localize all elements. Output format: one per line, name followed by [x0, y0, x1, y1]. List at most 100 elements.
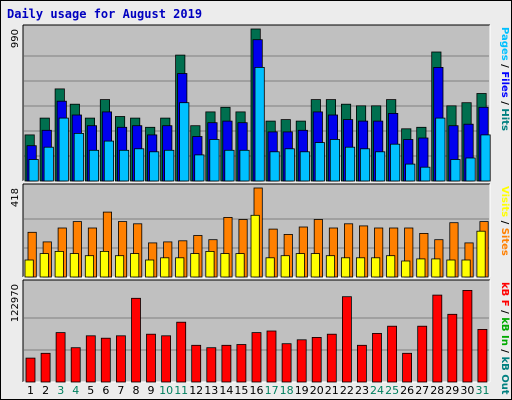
bar-pages: [375, 151, 386, 182]
bar-visits: [250, 214, 260, 278]
x-tick-label: 12: [189, 384, 203, 397]
bar-visits: [310, 253, 320, 278]
bar-visits: [295, 253, 305, 278]
bar-kb-f: [311, 336, 322, 383]
x-tick-label: 28: [430, 384, 444, 397]
chart-title: Daily usage for August 2019: [7, 7, 203, 21]
x-tick-label: 5: [87, 384, 94, 397]
bar-visits: [84, 255, 95, 278]
x-tick-label: 3: [57, 384, 64, 397]
bar-visits: [54, 250, 64, 278]
bar-kb-f: [55, 332, 66, 383]
bar-visits: [265, 257, 275, 278]
x-tick-label: 10: [159, 384, 173, 397]
bar-kb-f: [161, 335, 172, 383]
x-tick-label: 4: [72, 384, 79, 397]
bar-pages: [480, 134, 491, 182]
bar-visits: [115, 255, 125, 278]
bar-kb-f: [206, 347, 217, 383]
bar-visits: [325, 255, 335, 278]
series-legend-label: Pages / Files / Hits: [499, 27, 510, 131]
x-tick-label: 18: [280, 384, 294, 397]
x-tick-label: 17: [265, 384, 279, 397]
bar-kb-f: [146, 333, 156, 383]
bar-visits: [461, 259, 471, 278]
bar-visits: [431, 258, 441, 278]
bar-pages: [179, 102, 190, 182]
bar-pages: [103, 140, 115, 182]
x-tick-label: 24: [370, 384, 384, 397]
bar-pages: [405, 163, 416, 182]
bar-kb-f: [417, 325, 428, 383]
x-tick-label: 20: [310, 384, 324, 397]
x-tick-label: 1: [27, 384, 34, 397]
bar-visits: [416, 258, 426, 278]
bar-kb-f: [387, 325, 398, 383]
x-tick-label: 22: [340, 384, 354, 397]
y-max-label: 990: [10, 29, 21, 48]
x-tick-label: 9: [148, 384, 155, 397]
series-legend-label: kB F / kB In / kB Out: [499, 282, 510, 395]
legend-entry: kB Out: [499, 356, 510, 394]
x-tick-label: 7: [117, 384, 124, 397]
legend-entry: /: [499, 98, 510, 109]
bar-kb-f: [266, 330, 277, 383]
legend-entry: Hits: [499, 108, 510, 131]
bar-kb-f: [296, 339, 307, 383]
bar-pages: [269, 151, 280, 182]
bar-pages: [329, 139, 340, 182]
bar-pages: [314, 142, 325, 182]
bar-visits: [205, 250, 215, 278]
legend-entry: Visits: [499, 186, 510, 217]
bar-visits: [476, 230, 486, 278]
x-tick-label: 29: [445, 384, 459, 397]
x-tick-label: 26: [400, 384, 414, 397]
bar-pages: [344, 146, 356, 182]
bar-kb-f: [402, 352, 413, 383]
bar-kb-f: [477, 328, 488, 383]
bar-pages: [390, 143, 401, 182]
bar-pages: [43, 146, 54, 182]
bar-kb-f: [326, 333, 337, 383]
x-tick-label: 15: [234, 384, 248, 397]
legend-entry: /: [499, 307, 510, 318]
x-tick-label: 6: [102, 384, 109, 397]
bar-visits: [99, 250, 110, 278]
bar-pages: [194, 154, 205, 182]
bar-kb-f: [191, 344, 202, 383]
bar-kb-f: [221, 344, 232, 383]
legend-entry: Files: [499, 71, 510, 97]
legend-entry: kB In: [499, 317, 510, 346]
x-tick-label: 23: [355, 384, 369, 397]
bar-visits: [190, 253, 200, 278]
bar-visits: [145, 259, 155, 278]
y-max-label: 418: [10, 188, 21, 207]
bar-pages: [299, 151, 310, 182]
legend-entry: kB F: [499, 282, 510, 307]
bar-kb-f: [85, 335, 96, 383]
bar-visits: [160, 257, 170, 278]
bar-kb-f: [116, 335, 126, 383]
bar-kb-f: [100, 337, 111, 383]
bar-kb-f: [251, 332, 262, 383]
bar-pages: [465, 157, 476, 182]
bar-kb-f: [432, 294, 443, 383]
bar-pages: [420, 166, 431, 182]
bar-visits: [446, 259, 456, 278]
x-tick-label: 11: [174, 384, 188, 397]
bar-visits: [220, 253, 230, 278]
bar-visits: [130, 253, 140, 278]
bar-pages: [239, 149, 250, 182]
x-tick-label: 14: [219, 384, 233, 397]
bar-pages: [58, 117, 69, 182]
bar-pages: [284, 148, 295, 182]
bar-kb-f: [462, 289, 473, 383]
bar-visits: [69, 253, 79, 278]
bar-pages: [88, 149, 100, 182]
bar-kb-f: [40, 352, 51, 383]
bar-pages: [254, 67, 265, 182]
y-max-label: 122970: [10, 284, 21, 322]
x-tick-label: 2: [42, 384, 49, 397]
